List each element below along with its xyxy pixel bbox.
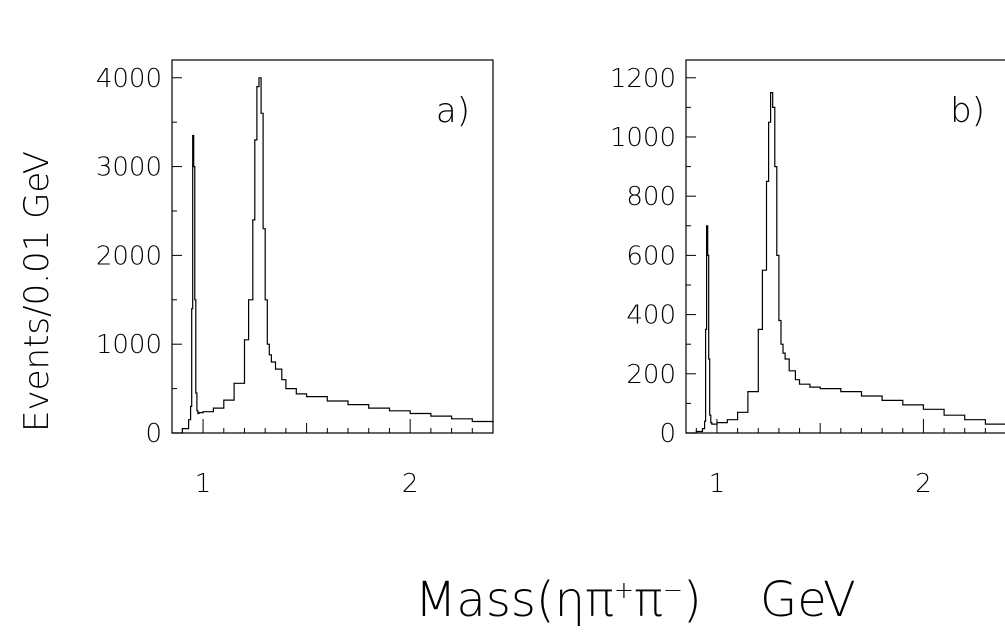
y-tick-label-b-1: 200 bbox=[626, 360, 676, 390]
plot-frame-a bbox=[171, 59, 494, 434]
histogram-trace-a-0 bbox=[172, 77, 494, 434]
plot-frame-b bbox=[685, 59, 1005, 434]
x-tick-label-a-0: 1 bbox=[195, 469, 212, 499]
y-tick-label-a-2: 2000 bbox=[96, 241, 162, 271]
y-tick-label-a-3: 3000 bbox=[96, 153, 162, 183]
panel-b: 0 200 400 600 800 1000 1200 1 2 b) bbox=[610, 59, 1005, 499]
x-tick-label-b-1: 2 bbox=[915, 469, 932, 499]
y-tick-label-a-0: 0 bbox=[145, 419, 162, 449]
x-tick-label-b-0: 1 bbox=[709, 469, 726, 499]
panel-a: 0 1000 2000 3000 4000 1 2 a) bbox=[96, 59, 494, 499]
y-tick-label-a-4: 4000 bbox=[96, 64, 162, 94]
y-tick-label-a-1: 1000 bbox=[96, 330, 162, 360]
x-tick-label-a-1: 2 bbox=[402, 469, 419, 499]
y-tick-label-b-6: 1200 bbox=[610, 64, 676, 94]
panel-label-b: b) bbox=[950, 91, 985, 131]
y-tick-label-b-3: 600 bbox=[626, 241, 676, 271]
x-axis-unit: GeV bbox=[760, 572, 856, 628]
histogram-trace-b-0 bbox=[686, 92, 1005, 434]
y-tick-label-b-5: 1000 bbox=[610, 123, 676, 153]
x-axis-label: Mass(ηπ+π−) bbox=[415, 572, 702, 628]
y-tick-label-b-4: 800 bbox=[626, 182, 676, 212]
y-tick-label-b-2: 400 bbox=[626, 301, 676, 331]
panel-label-a: a) bbox=[436, 91, 470, 131]
y-axis-label: Events/0.01 GeV bbox=[17, 151, 57, 432]
y-tick-label-b-0: 0 bbox=[659, 419, 676, 449]
